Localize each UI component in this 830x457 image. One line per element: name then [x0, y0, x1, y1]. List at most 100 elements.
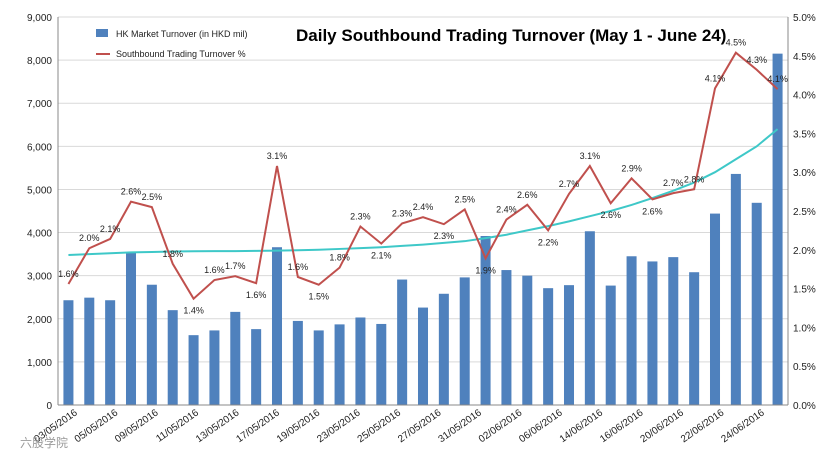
pct-data-label: 2.3% [392, 208, 413, 218]
bar [689, 272, 700, 405]
turnover-bars [63, 53, 783, 406]
bar [105, 300, 116, 405]
y-left-tick-label: 7,000 [27, 99, 52, 110]
y-right-tick-label: 4.0% [793, 91, 816, 102]
trend-curve [68, 128, 779, 256]
y-left-tick-label: 0 [46, 401, 52, 412]
bar [772, 53, 783, 406]
legend-bar-swatch [96, 29, 108, 37]
bar [292, 320, 303, 405]
bar [355, 317, 366, 405]
bar [480, 236, 491, 405]
bar [584, 231, 595, 405]
pct-data-label: 2.4% [496, 205, 517, 215]
legend: HK Market Turnover (in HKD mil) Southbou… [96, 29, 248, 59]
pct-data-label: 1.5% [308, 292, 329, 302]
pct-data-label: 2.6% [642, 206, 663, 216]
y-right-tick-label: 4.5% [793, 52, 816, 63]
bar [209, 330, 220, 405]
pct-data-label: 2.5% [142, 192, 163, 202]
bar [751, 202, 762, 405]
chart-title: Daily Southbound Trading Turnover (May 1… [296, 26, 726, 45]
pct-data-label: 3.1% [580, 151, 601, 161]
bar [84, 297, 95, 405]
pct-data-label: 1.6% [288, 262, 309, 272]
bar [438, 293, 449, 405]
bar [417, 307, 429, 405]
pct-data-label: 2.3% [434, 231, 455, 241]
pct-data-label: 2.9% [621, 163, 642, 173]
y-left-ticks: 0 1,000 2,000 3,000 4,000 5,000 6,000 7,000 8,00… [27, 13, 52, 412]
y-left-tick-label: 2,000 [27, 315, 52, 326]
bar [501, 270, 512, 405]
y-right-tick-label: 3.5% [793, 129, 816, 140]
bar [167, 310, 178, 405]
bar [188, 335, 199, 405]
pct-data-label: 1.6% [204, 265, 225, 275]
trend-polyline [68, 128, 779, 256]
pct-data-label: 1.8% [162, 249, 183, 259]
y-right-tick-label: 2.0% [793, 246, 816, 257]
bar [459, 277, 470, 405]
bar [313, 330, 324, 405]
bar [376, 323, 387, 405]
y-right-tick-label: 2.5% [793, 207, 816, 218]
pct-data-label: 2.1% [100, 224, 121, 234]
watermark-text: 六股学院 [20, 435, 68, 450]
y-right-tick-label: 5.0% [793, 13, 816, 24]
pct-data-label: 2.7% [663, 178, 684, 188]
pct-data-label: 2.7% [559, 179, 580, 189]
bar [563, 285, 575, 405]
pct-data-label: 4.1% [767, 74, 788, 84]
pct-data-label: 4.5% [726, 38, 747, 48]
bar [647, 261, 658, 405]
bar [668, 257, 679, 405]
pct-data-labels: 1.6%2.0%2.1%2.6%2.5%1.8%1.4%1.6% 1.7%1.6%… [58, 38, 788, 316]
bar [709, 213, 721, 405]
pct-data-label: 2.6% [600, 210, 621, 220]
pct-data-label: 2.1% [371, 251, 392, 261]
pct-data-label: 2.5% [454, 194, 475, 204]
y-right-tick-label: 0.5% [793, 362, 816, 373]
legend-line-label: Southbound Trading Turnover % [116, 49, 246, 59]
pct-data-label: 2.8% [684, 174, 705, 184]
bar [125, 252, 137, 405]
pct-data-label: 1.9% [475, 265, 496, 275]
pct-data-label: 4.3% [746, 55, 767, 65]
pct-data-label: 2.2% [538, 237, 559, 247]
y-right-tick-label: 3.0% [793, 168, 816, 179]
pct-data-label: 1.7% [225, 261, 246, 271]
bar [522, 275, 533, 405]
axes [57, 17, 789, 406]
pct-data-label: 2.6% [517, 190, 538, 200]
pct-data-label: 3.1% [267, 151, 288, 161]
y-right-tick-label: 1.5% [793, 285, 816, 296]
bar [251, 329, 262, 405]
y-left-tick-label: 1,000 [27, 358, 52, 369]
pct-data-label: 2.0% [79, 233, 100, 243]
legend-bar-label: HK Market Turnover (in HKD mil) [116, 29, 248, 39]
bar [397, 279, 408, 405]
pct-data-label: 1.4% [183, 306, 204, 316]
pct-data-label: 4.1% [705, 73, 726, 83]
bar [63, 300, 74, 405]
bar [605, 285, 616, 405]
y-left-tick-label: 3,000 [27, 272, 52, 283]
y-left-tick-label: 6,000 [27, 142, 52, 153]
y-left-tick-label: 4,000 [27, 229, 52, 240]
y-left-tick-label: 8,000 [27, 56, 52, 67]
pct-polyline [67, 51, 779, 301]
pct-data-label: 1.6% [58, 269, 79, 279]
southbound-pct-line [67, 51, 779, 301]
y-right-tick-label: 0.0% [793, 401, 816, 412]
y-left-tick-label: 5,000 [27, 185, 52, 196]
y-right-tick-label: 1.0% [793, 323, 816, 334]
pct-data-label: 2.6% [121, 187, 142, 197]
bar [146, 284, 157, 405]
bar [230, 311, 241, 405]
bar [626, 256, 637, 405]
bar [730, 173, 741, 405]
bar [543, 288, 554, 405]
